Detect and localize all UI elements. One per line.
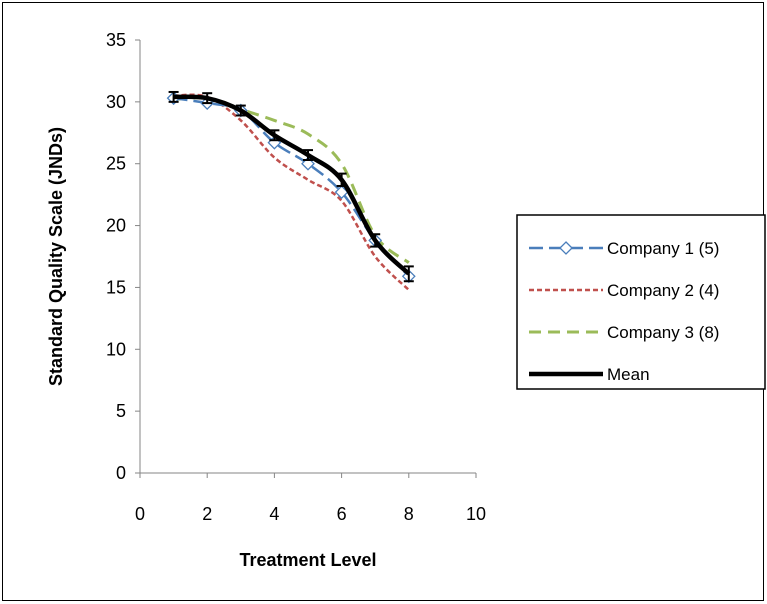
- x-tick-label: 4: [269, 504, 279, 524]
- y-tick-label: 15: [106, 277, 126, 297]
- series-2-line: [173, 93, 410, 291]
- series-4-line: [173, 94, 411, 276]
- series-3: [173, 96, 410, 264]
- legend-label-4: Mean: [607, 365, 650, 384]
- legend: Company 1 (5) Company 2 (4) Company 3 (8) M…: [516, 214, 766, 390]
- series-4: [168, 90, 414, 283]
- x-tick-label: 6: [337, 504, 347, 524]
- legend-label-2: Company 2 (4): [607, 281, 719, 300]
- x-tick-label: 0: [135, 504, 145, 524]
- series-1: [166, 91, 416, 284]
- legend-label-1: Company 1 (5): [607, 239, 719, 258]
- legend-label-3: Company 3 (8): [607, 323, 719, 342]
- x-tick-label: 8: [404, 504, 414, 524]
- y-tick-label: 0: [116, 463, 126, 483]
- y-tick-label: 30: [106, 92, 126, 112]
- x-tick-label: 10: [466, 504, 486, 524]
- series-1-point: [334, 185, 349, 200]
- y-axis-title: Standard Quality Scale (JNDs): [46, 127, 66, 386]
- y-tick-label: 35: [106, 30, 126, 50]
- x-axis-title: Treatment Level: [239, 550, 376, 570]
- axes: 0 5 10 15 20 25 30 35 0 2 4 6 8 10: [106, 30, 486, 524]
- legend-box: [516, 214, 766, 390]
- series-layer: [166, 90, 416, 291]
- y-tick-label: 5: [116, 401, 126, 421]
- y-tick-label: 20: [106, 216, 126, 236]
- series-3-line: [173, 96, 410, 264]
- y-tick-label: 10: [106, 339, 126, 359]
- x-tick-label: 2: [202, 504, 212, 524]
- y-tick-label: 25: [106, 154, 126, 174]
- legend-marker-1: [559, 241, 573, 255]
- series-2: [173, 93, 410, 291]
